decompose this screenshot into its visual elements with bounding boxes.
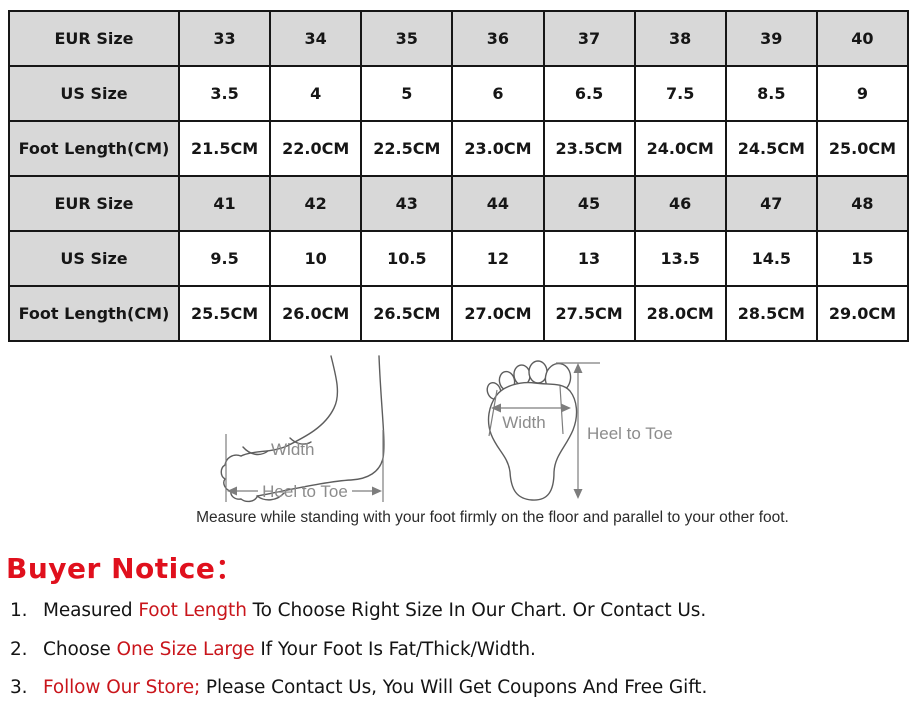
notice-item-text: To Choose Right Size In Our Chart. Or Co…: [246, 600, 707, 621]
size-value-cell: 9.5: [177, 230, 272, 287]
table-row: Foot Length(CM) 21.5CM 22.0CM 22.5CM 23.0CM 2…: [8, 120, 910, 177]
row-header-cell: EUR Size: [8, 175, 180, 232]
top-view-heel-to-toe-label: Heel to Toe: [587, 424, 673, 443]
size-value-cell: 36: [451, 10, 545, 67]
size-value-cell: 43: [360, 175, 454, 232]
row-header-cell: Foot Length(CM): [8, 120, 180, 177]
size-value-cell: 26.5CM: [360, 285, 454, 342]
size-value-cell: 4: [269, 65, 363, 122]
size-value-cell: 29.0CM: [815, 285, 910, 342]
size-value-cell: 28.5CM: [724, 285, 818, 342]
side-view-width-label: Width: [271, 440, 314, 459]
size-value-cell: 13: [542, 230, 636, 287]
size-value-cell: 7.5: [633, 65, 727, 122]
size-value-cell: 46: [633, 175, 727, 232]
buyer-notice-title: Buyer Notice：: [6, 552, 244, 585]
notice-item-highlight: Foot Length: [138, 600, 247, 621]
top-view-arrowheads: [491, 363, 583, 499]
size-chart-table: EUR Size 33 34 35 36 37 38 39 40 US Size 3.5 4 5 6 6.5…: [8, 10, 910, 342]
top-view-width-label: Width: [502, 413, 545, 432]
size-value-cell: 10.5: [360, 230, 454, 287]
size-value-cell: 45: [542, 175, 636, 232]
notice-item-3: 3. Follow Our Store; Please Contact Us, Y…: [10, 677, 910, 698]
size-value-cell: 24.0CM: [633, 120, 727, 177]
size-value-cell: 47: [724, 175, 818, 232]
measurement-caption: Measure while standing with your foot fi…: [196, 509, 789, 526]
size-value-cell: 40: [815, 10, 910, 67]
notice-item-highlight: Follow Our Store;: [43, 677, 201, 698]
size-value-cell: 48: [815, 175, 910, 232]
size-value-cell: 33: [177, 10, 272, 67]
size-value-cell: 24.5CM: [724, 120, 818, 177]
notice-item-number: 2.: [10, 639, 28, 660]
size-value-cell: 13.5: [633, 230, 727, 287]
size-value-cell: 6.5: [542, 65, 636, 122]
size-value-cell: 22.5CM: [360, 120, 454, 177]
side-view-heel-to-toe-label: Heel to Toe: [262, 482, 348, 501]
size-value-cell: 38: [633, 10, 727, 67]
size-value-cell: 9: [815, 65, 910, 122]
size-value-cell: 41: [177, 175, 272, 232]
size-value-cell: 27.5CM: [542, 285, 636, 342]
size-value-cell: 3.5: [177, 65, 272, 122]
notice-item-2: 2. Choose One Size Large If Your Foot Is …: [10, 639, 910, 660]
row-header-cell: Foot Length(CM): [8, 285, 180, 342]
foot-side-view-icon: [220, 355, 385, 503]
notice-item-text: If Your Foot Is Fat/Thick/Width.: [254, 639, 536, 660]
size-value-cell: 10: [269, 230, 363, 287]
foot-diagram-svg: Width Heel to Toe Width Heel to Toe: [220, 355, 673, 503]
size-value-cell: 26.0CM: [269, 285, 363, 342]
size-value-cell: 23.0CM: [451, 120, 545, 177]
size-value-cell: 27.0CM: [451, 285, 545, 342]
size-value-cell: 12: [451, 230, 545, 287]
measurement-diagram: Width Heel to Toe Width Heel to Toe: [0, 350, 917, 508]
table-row: US Size 3.5 4 5 6 6.5 7.5 8.5 9: [8, 65, 910, 122]
size-value-cell: 21.5CM: [177, 120, 272, 177]
size-value-cell: 22.0CM: [269, 120, 363, 177]
size-value-cell: 28.0CM: [633, 285, 727, 342]
table-row: US Size 9.5 10 10.5 12 13 13.5 14.5 15: [8, 230, 910, 287]
row-header-cell: US Size: [8, 65, 180, 122]
notice-item-1: 1. Measured Foot Length To Choose Right S…: [10, 600, 910, 621]
size-value-cell: 25.5CM: [177, 285, 272, 342]
size-table-body: EUR Size 33 34 35 36 37 38 39 40 US Size 3.5 4 5 6 6.5…: [8, 10, 910, 342]
row-header-cell: US Size: [8, 230, 180, 287]
table-row: Foot Length(CM) 25.5CM 26.0CM 26.5CM 27.0CM 2…: [8, 285, 910, 342]
notice-item-number: 1.: [10, 600, 28, 621]
size-value-cell: 39: [724, 10, 818, 67]
size-value-cell: 42: [269, 175, 363, 232]
size-value-cell: 37: [542, 10, 636, 67]
table-row: EUR Size 33 34 35 36 37 38 39 40: [8, 10, 910, 67]
size-value-cell: 35: [360, 10, 454, 67]
size-value-cell: 23.5CM: [542, 120, 636, 177]
size-value-cell: 25.0CM: [815, 120, 910, 177]
notice-item-text: Choose: [43, 639, 117, 660]
side-view-arrowheads: [227, 486, 382, 496]
row-header-cell: EUR Size: [8, 10, 180, 67]
size-value-cell: 8.5: [724, 65, 818, 122]
size-value-cell: 15: [815, 230, 910, 287]
notice-item-text: Please Contact Us, You Will Get Coupons …: [200, 677, 708, 698]
notice-item-number: 3.: [10, 677, 28, 698]
size-value-cell: 6: [451, 65, 545, 122]
table-row: EUR Size 41 42 43 44 45 46 47 48: [8, 175, 910, 232]
size-value-cell: 5: [360, 65, 454, 122]
notice-item-text: Measured: [43, 600, 139, 621]
size-value-cell: 34: [269, 10, 363, 67]
size-value-cell: 14.5: [724, 230, 818, 287]
footprint-top-view-icon: [486, 360, 578, 501]
notice-item-highlight: One Size Large: [116, 639, 255, 660]
size-value-cell: 44: [451, 175, 545, 232]
